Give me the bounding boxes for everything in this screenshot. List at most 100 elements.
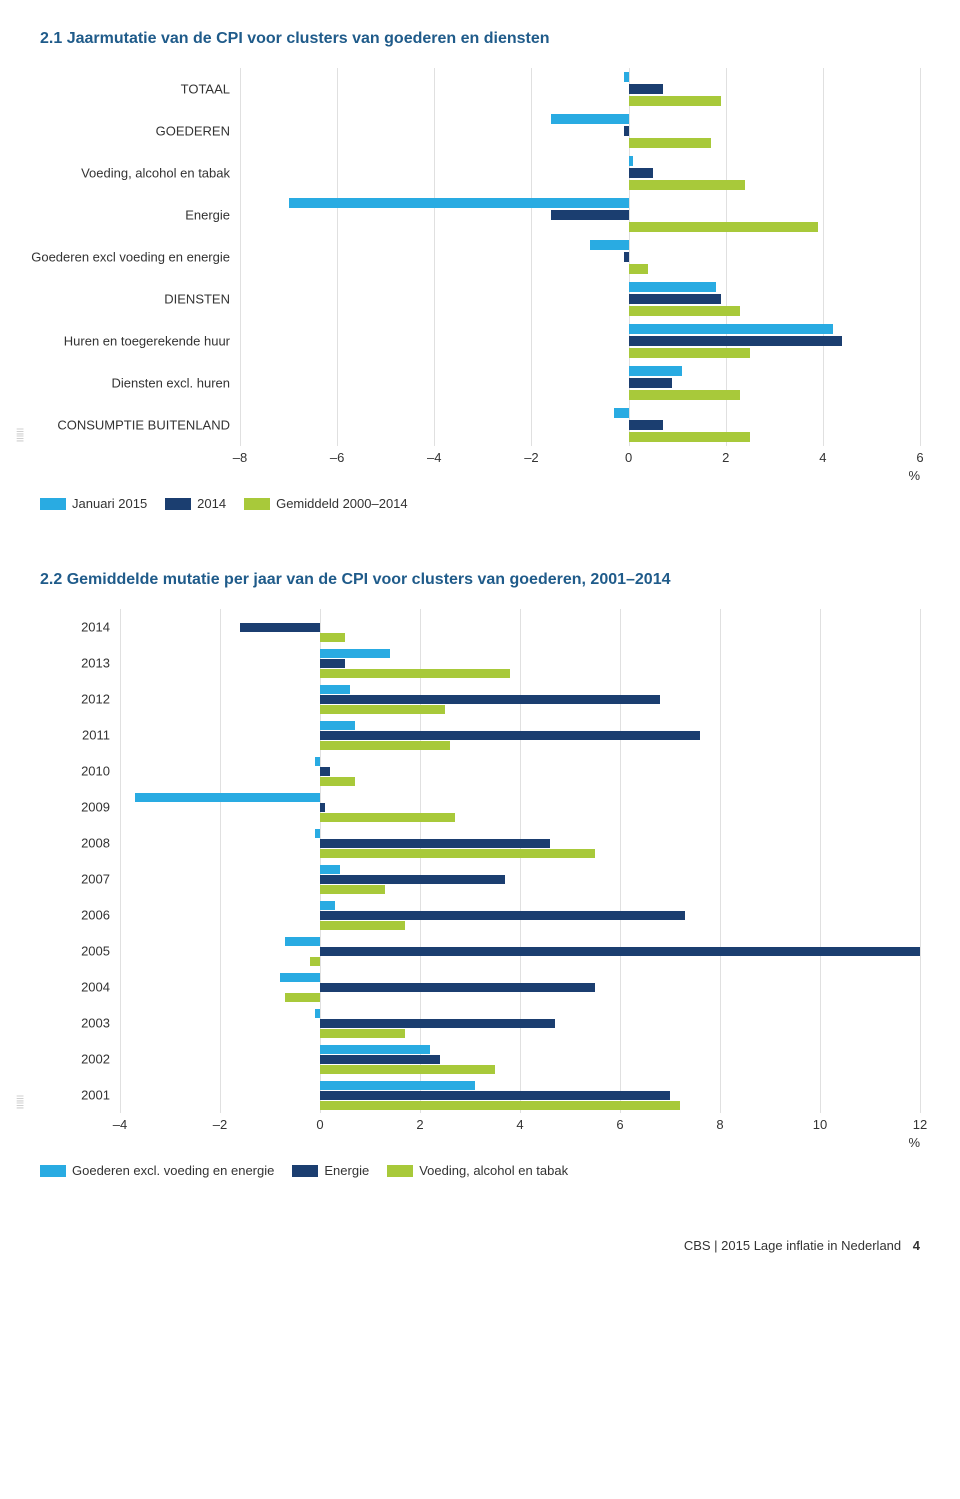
- x-tick: –8: [233, 450, 247, 465]
- category-label: 2014: [81, 620, 110, 635]
- bar: [624, 72, 629, 82]
- legend-item: 2014: [165, 496, 226, 511]
- legend-swatch: [165, 498, 191, 510]
- bar: [629, 420, 663, 430]
- gridline: [820, 609, 821, 1113]
- category-label: 2002: [81, 1052, 110, 1067]
- bar: [629, 366, 682, 376]
- bar: [315, 829, 320, 838]
- chart2-plot: [120, 609, 920, 1113]
- legend-item: Voeding, alcohol en tabak: [387, 1163, 568, 1178]
- category-label: Voeding, alcohol en tabak: [81, 166, 230, 181]
- chart2-pct: %: [908, 1135, 920, 1150]
- bar: [551, 114, 629, 124]
- legend-label: Januari 2015: [72, 496, 147, 511]
- category-label: 2008: [81, 836, 110, 851]
- category-label: CONSUMPTIE BUITENLAND: [57, 418, 230, 433]
- bar: [590, 240, 629, 250]
- legend-item: Gemiddeld 2000–2014: [244, 496, 408, 511]
- category-label: DIENSTEN: [164, 292, 230, 307]
- bar: [320, 1045, 430, 1054]
- bar: [320, 767, 330, 776]
- x-tick: 10: [813, 1117, 827, 1132]
- chart2-title: 2.2 Gemiddelde mutatie per jaar van de C…: [40, 571, 920, 589]
- bar: [320, 777, 355, 786]
- chart1-pct: %: [908, 468, 920, 483]
- x-tick: 4: [516, 1117, 523, 1132]
- bar: [629, 96, 721, 106]
- legend-item: Goederen excl. voeding en energie: [40, 1163, 274, 1178]
- chart2: ≡≡ 2014201320122011201020092008200720062…: [40, 609, 920, 1178]
- bar: [320, 695, 660, 704]
- bar: [629, 180, 746, 190]
- bar: [320, 705, 445, 714]
- bar: [320, 1101, 680, 1110]
- bar: [320, 1081, 475, 1090]
- bar: [135, 793, 320, 802]
- legend-item: Energie: [292, 1163, 369, 1178]
- category-label: 2011: [82, 728, 110, 743]
- legend-label: 2014: [197, 496, 226, 511]
- gridline: [531, 68, 532, 446]
- bar: [320, 983, 595, 992]
- gridline: [337, 68, 338, 446]
- category-label: Diensten excl. huren: [111, 376, 230, 391]
- bar: [629, 348, 750, 358]
- bar: [320, 849, 595, 858]
- legend-label: Energie: [324, 1163, 369, 1178]
- bar: [240, 623, 320, 632]
- legend-swatch: [244, 498, 270, 510]
- x-tick: 6: [916, 450, 923, 465]
- gridline: [420, 609, 421, 1113]
- bar: [320, 1029, 405, 1038]
- legend-label: Gemiddeld 2000–2014: [276, 496, 408, 511]
- bar: [320, 947, 920, 956]
- bar: [629, 156, 634, 166]
- bar: [629, 222, 818, 232]
- bar: [629, 282, 716, 292]
- legend-item: Januari 2015: [40, 496, 147, 511]
- legend-swatch: [40, 1165, 66, 1177]
- chart2-ylabels: ≡≡ 2014201320122011201020092008200720062…: [40, 609, 120, 1113]
- bar: [315, 1009, 320, 1018]
- gridline: [720, 609, 721, 1113]
- bar: [320, 921, 405, 930]
- bar: [629, 390, 741, 400]
- chart2-legend: Goederen excl. voeding en energie Energie…: [40, 1163, 920, 1178]
- chart1-legend: Januari 2015 2014 Gemiddeld 2000–2014: [40, 496, 920, 511]
- bar: [320, 1055, 440, 1064]
- category-label: 2007: [81, 872, 110, 887]
- x-tick: 0: [625, 450, 632, 465]
- chart1-plot: [240, 68, 920, 446]
- chart2-xaxis: % –4–2024681012: [120, 1113, 920, 1133]
- bar: [289, 198, 629, 208]
- bar: [320, 659, 345, 668]
- x-tick: –4: [427, 450, 441, 465]
- gridline: [240, 68, 241, 446]
- category-label: 2003: [81, 1016, 110, 1031]
- bar: [629, 432, 750, 442]
- category-label: 2006: [81, 908, 110, 923]
- bar: [310, 957, 320, 966]
- bar: [320, 865, 340, 874]
- bar: [315, 757, 320, 766]
- bar: [320, 1019, 555, 1028]
- category-label: 2009: [81, 800, 110, 815]
- x-tick: 2: [416, 1117, 423, 1132]
- category-label: Energie: [185, 208, 230, 223]
- bar: [629, 294, 721, 304]
- bar: [285, 937, 320, 946]
- legend-swatch: [292, 1165, 318, 1177]
- category-label: 2010: [81, 764, 110, 779]
- bar: [629, 306, 741, 316]
- bar: [629, 84, 663, 94]
- bar: [629, 324, 833, 334]
- bar: [280, 973, 320, 982]
- chart1-xaxis: % –8–6–4–20246: [240, 446, 920, 466]
- chart1: ≡≡ TOTAALGOEDERENVoeding, alcohol en tab…: [40, 68, 920, 511]
- x-tick: –6: [330, 450, 344, 465]
- footer-page: 4: [913, 1238, 920, 1253]
- x-tick: –2: [213, 1117, 227, 1132]
- chart1-title: 2.1 Jaarmutatie van de CPI voor clusters…: [40, 30, 920, 48]
- bar: [320, 1091, 670, 1100]
